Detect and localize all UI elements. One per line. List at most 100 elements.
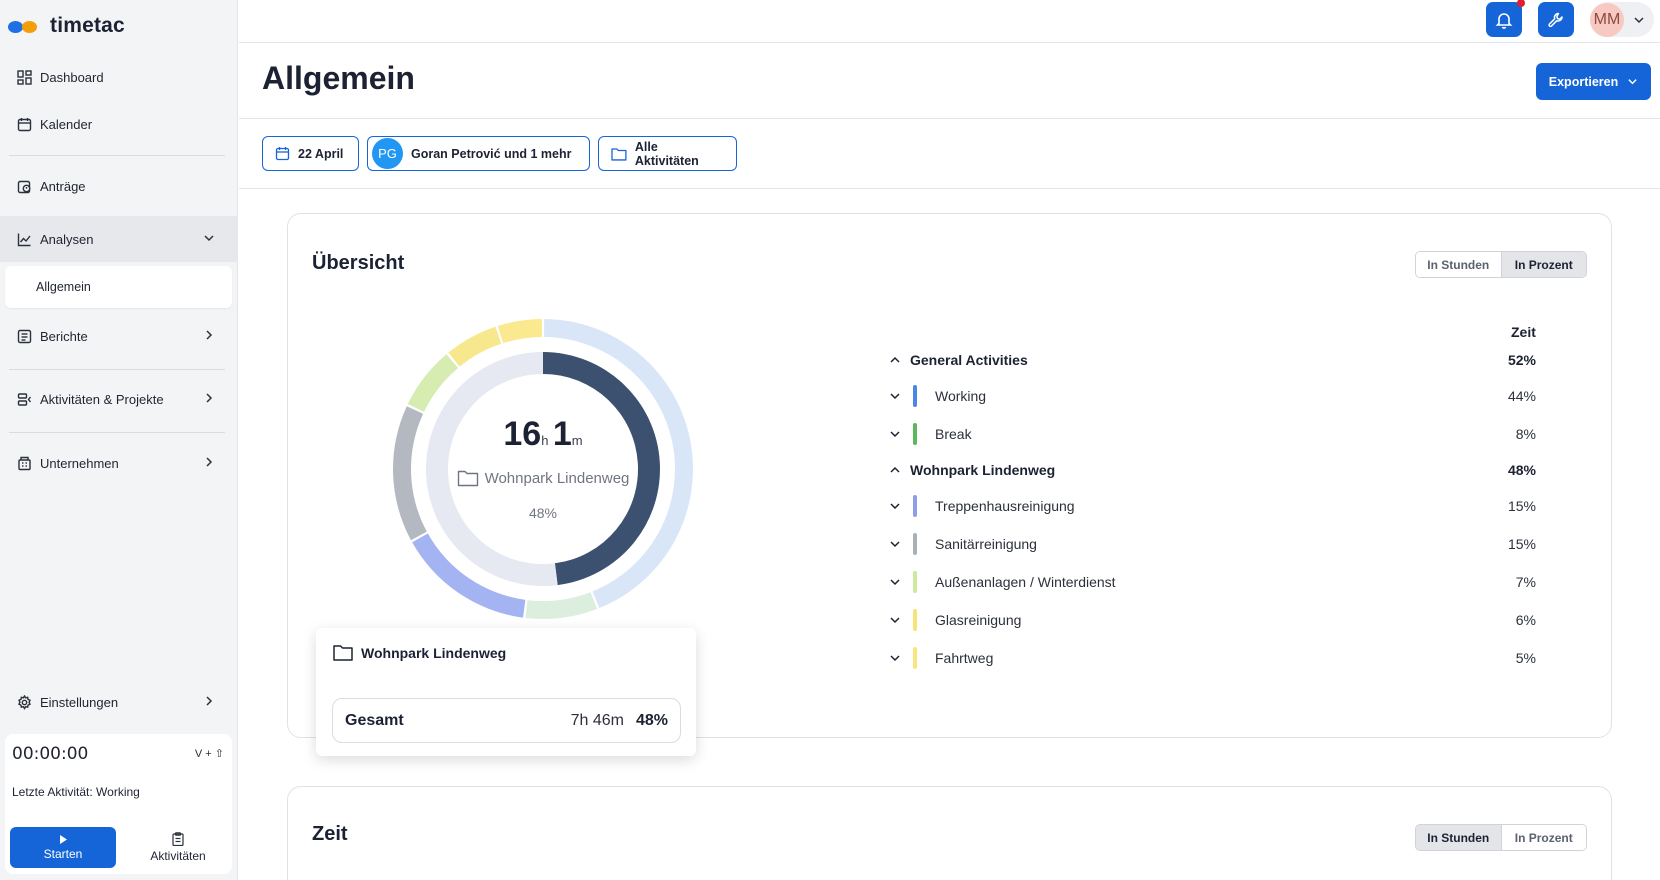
donut-center-time: 16h 1m xyxy=(388,415,698,454)
activity-row[interactable]: Glasreinigung 6% xyxy=(888,605,1558,635)
notifications-button[interactable] xyxy=(1486,0,1525,37)
dashboard-icon xyxy=(16,69,32,85)
hours-value: 16 xyxy=(503,415,542,453)
tooltip-total-percent: 48% xyxy=(635,711,668,729)
chevron-down-icon xyxy=(888,613,902,627)
sidebar-item-label: Dashboard xyxy=(40,69,104,85)
activity-filter-label: Alle Aktivitäten xyxy=(634,139,699,168)
activity-name: Fahrtweg xyxy=(935,650,994,666)
chevron-down-icon xyxy=(888,427,902,441)
activity-name: Glasreinigung xyxy=(935,612,1022,628)
activity-percent: 15% xyxy=(1507,498,1536,514)
donut-outer-segment[interactable] xyxy=(448,326,502,367)
calendar-icon xyxy=(275,147,290,161)
toggle-percent[interactable]: In Prozent xyxy=(1500,252,1586,277)
activity-row[interactable]: Außenanlagen / Winterdienst 7% xyxy=(888,567,1558,597)
tooltip-title: Wohnpark Lindenweg xyxy=(361,644,507,661)
user-filter[interactable]: PG Goran Petrović und 1 mehr xyxy=(367,136,590,171)
sidebar-item-dashboard[interactable]: Dashboard xyxy=(0,54,238,100)
sidebar-item-analysen[interactable]: Analysen xyxy=(0,216,238,262)
timer-value: 00:00:00 xyxy=(12,744,89,764)
app-name: timetac xyxy=(50,14,125,37)
donut-inner-segment[interactable] xyxy=(543,352,661,586)
sidebar-item-kalender[interactable]: Kalender xyxy=(0,101,238,147)
time-card: Zeit In Stunden In Prozent xyxy=(287,786,1612,880)
last-activity: Letzte Aktivität: Working xyxy=(12,785,140,799)
export-button[interactable]: Exportieren xyxy=(1536,63,1651,100)
sidebar-item-antraege[interactable]: Anträge xyxy=(0,163,238,209)
sidebar-item-label: Einstellungen xyxy=(40,694,119,710)
chevron-down-icon xyxy=(888,651,902,665)
tooltip-total-row: Gesamt 7h 46m 48% xyxy=(332,698,681,743)
donut-outer-segment[interactable] xyxy=(393,406,427,541)
sidebar-item-einstellungen[interactable]: Einstellungen xyxy=(0,679,238,725)
donut-outer-segment[interactable] xyxy=(525,592,598,619)
start-button[interactable]: Starten xyxy=(10,827,116,868)
activity-filter[interactable]: Alle Aktivitäten xyxy=(598,136,737,171)
donut-outer-segment[interactable] xyxy=(407,354,459,412)
chevron-right-icon xyxy=(202,391,216,405)
group-percent: 52% xyxy=(1507,352,1536,368)
activity-percent: 5% xyxy=(1515,650,1536,666)
activity-percent: 7% xyxy=(1515,574,1536,590)
hours-unit: h xyxy=(541,433,549,448)
color-swatch xyxy=(913,423,917,445)
sidebar-item-unternehmen[interactable]: Unternehmen xyxy=(0,440,238,486)
user-filter-label: Goran Petrović und 1 mehr xyxy=(411,146,572,161)
toggle-hours[interactable]: In Stunden xyxy=(1416,252,1501,277)
filter-divider xyxy=(239,188,1660,189)
chevron-down-icon xyxy=(1634,16,1644,23)
group-row[interactable]: General Activities 52% xyxy=(888,345,1558,375)
notification-dot xyxy=(1517,0,1525,7)
logo[interactable]: timetac xyxy=(8,12,125,40)
settings-icon xyxy=(16,694,32,710)
activity-row[interactable]: Treppenhausreinigung 15% xyxy=(888,491,1558,521)
user-menu[interactable]: MM xyxy=(1590,2,1654,37)
play-icon xyxy=(60,834,67,844)
activity-row[interactable]: Fahrtweg 5% xyxy=(888,643,1558,673)
toggle-hours[interactable]: In Stunden xyxy=(1416,825,1501,850)
user-avatar: PG xyxy=(372,138,403,169)
chevron-up-icon xyxy=(888,463,902,477)
donut-outer-segment[interactable] xyxy=(497,319,542,344)
activities-button-label: Aktivitäten xyxy=(150,849,206,863)
donut-chart: 16h 1m Wohnpark Lindenweg 48% xyxy=(388,314,698,624)
donut-outer-segment[interactable] xyxy=(412,533,526,618)
timer-widget: 00:00:00 V + ⇧ Letzte Aktivität: Working… xyxy=(5,734,232,874)
activity-name: Break xyxy=(935,426,972,442)
sidebar-item-label: Unternehmen xyxy=(40,455,119,471)
chevron-down-icon xyxy=(1628,79,1637,85)
donut-outer-segment[interactable] xyxy=(544,319,693,609)
tooltip-header: Wohnpark Lindenweg xyxy=(333,644,506,661)
toggle-percent[interactable]: In Prozent xyxy=(1500,825,1586,850)
sidebar-item-aktivitaeten-projekte[interactable]: Aktivitäten & Projekte xyxy=(0,376,238,422)
sidebar-divider xyxy=(9,369,225,370)
activities-button[interactable]: Aktivitäten xyxy=(133,827,223,868)
activity-row[interactable]: Break 8% xyxy=(888,419,1558,449)
color-swatch xyxy=(913,647,917,669)
table-header-zeit: Zeit xyxy=(1511,324,1536,340)
export-button-label: Exportieren xyxy=(1548,74,1619,89)
color-swatch xyxy=(913,495,917,517)
chevron-right-icon xyxy=(202,455,216,469)
sidebar-item-label: Kalender xyxy=(40,116,93,132)
sidebar-item-label: Anträge xyxy=(40,178,86,194)
sidebar-item-label: Analysen xyxy=(40,231,94,247)
avatar: MM xyxy=(1590,2,1624,37)
tooltip-total-label: Gesamt xyxy=(345,711,404,729)
chevron-down-icon xyxy=(202,231,216,245)
donut-center-project: Wohnpark Lindenweg xyxy=(388,469,698,487)
activity-row[interactable]: Working 44% xyxy=(888,381,1558,411)
sidebar-subitem-allgemein[interactable]: Allgemein xyxy=(5,266,232,308)
chevron-down-icon xyxy=(888,389,902,403)
company-icon xyxy=(16,455,32,471)
date-filter-label: 22 April xyxy=(298,146,344,161)
tools-button[interactable] xyxy=(1538,2,1574,37)
timer-shortcut: V + ⇧ xyxy=(194,748,224,760)
donut-inner-segment[interactable] xyxy=(426,352,558,586)
activity-percent: 44% xyxy=(1507,388,1536,404)
sidebar-item-berichte[interactable]: Berichte xyxy=(0,313,238,359)
activity-row[interactable]: Sanitärreinigung 15% xyxy=(888,529,1558,559)
date-filter[interactable]: 22 April xyxy=(262,136,359,171)
group-row[interactable]: Wohnpark Lindenweg 48% xyxy=(888,455,1558,485)
